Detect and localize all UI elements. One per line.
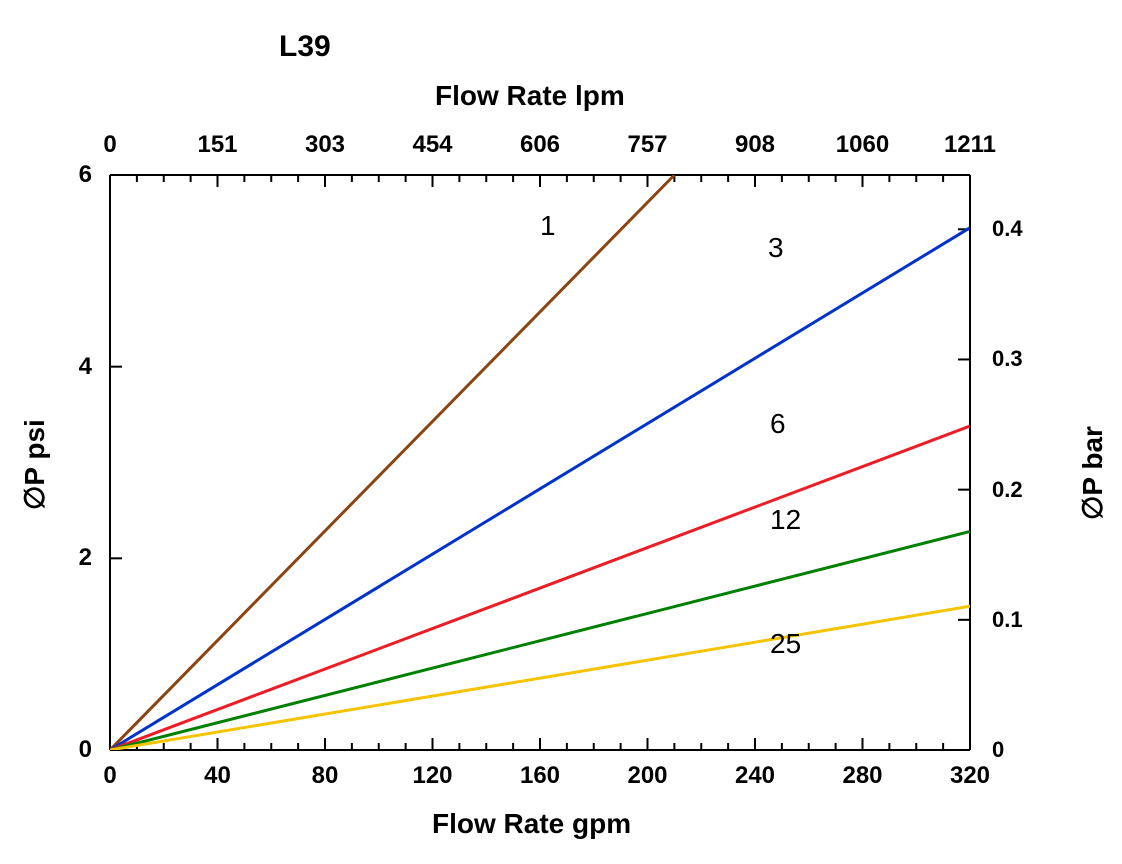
x-top-tick: 606 [520, 131, 560, 159]
chart-container: L39 Flow Rate lpm Flow Rate gpm ∅P psi ∅… [0, 0, 1122, 864]
x-top-tick: 151 [197, 131, 237, 159]
x-bottom-tick: 160 [520, 762, 560, 790]
x-bottom-tick: 240 [735, 762, 775, 790]
series-line [110, 426, 970, 750]
x-bottom-tick: 0 [103, 762, 116, 790]
series-line [110, 606, 970, 750]
series-label: 25 [770, 628, 801, 660]
x-bottom-tick: 280 [842, 762, 882, 790]
x-top-tick: 908 [735, 131, 775, 159]
y-left-tick: 6 [79, 161, 92, 189]
x-bottom-tick: 40 [204, 762, 231, 790]
x-top-tick: 303 [305, 131, 345, 159]
y-right-tick: 0.2 [992, 477, 1023, 503]
x-bottom-tick: 120 [412, 762, 452, 790]
x-top-tick: 1060 [836, 131, 889, 159]
x-top-tick: 454 [412, 131, 452, 159]
x-top-tick: 757 [627, 131, 667, 159]
y-right-tick: 0.4 [992, 216, 1023, 242]
series-label: 3 [768, 232, 784, 264]
series-label: 6 [770, 408, 786, 440]
x-top-tick: 0 [103, 131, 116, 159]
x-bottom-tick: 80 [312, 762, 339, 790]
x-top-tick: 1211 [944, 131, 996, 159]
y-right-tick: 0.1 [992, 607, 1023, 633]
x-bottom-tick: 320 [950, 762, 990, 790]
series-line [110, 175, 674, 750]
chart-svg [0, 0, 1122, 864]
x-bottom-tick: 200 [627, 762, 667, 790]
series-line [110, 532, 970, 751]
series-line [110, 228, 970, 750]
y-right-tick: 0 [992, 737, 1004, 763]
series-label: 12 [770, 504, 801, 536]
y-left-tick: 0 [79, 736, 92, 764]
y-left-tick: 2 [79, 544, 92, 572]
y-right-tick: 0.3 [992, 346, 1023, 372]
y-left-tick: 4 [79, 353, 92, 381]
series-label: 1 [540, 210, 556, 242]
